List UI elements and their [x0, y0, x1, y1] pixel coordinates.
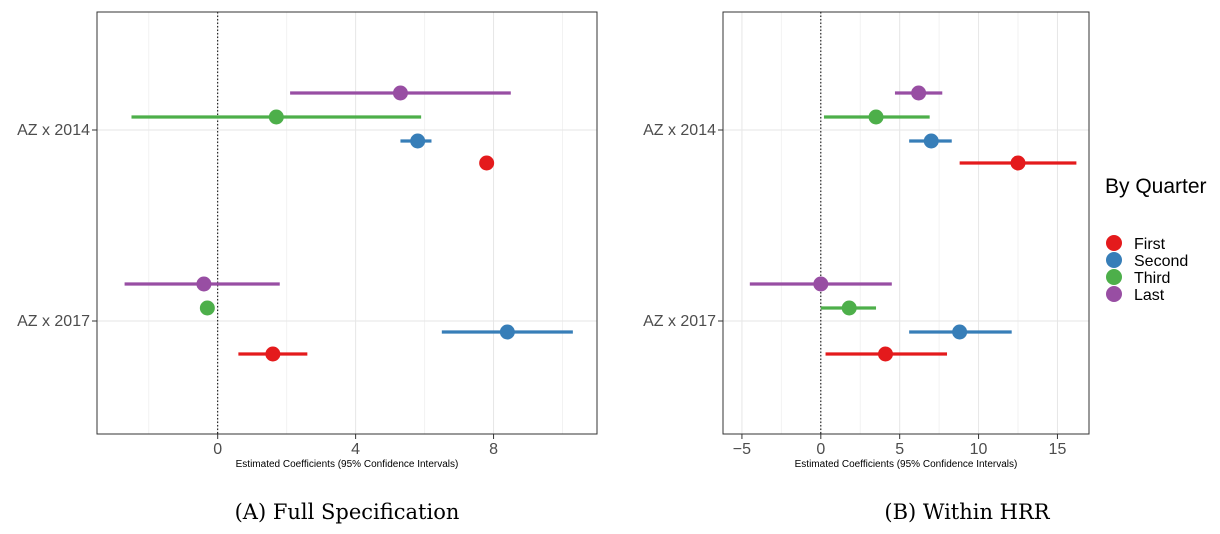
- point-b-last-1: [813, 276, 829, 292]
- point-a-first-0: [479, 155, 495, 171]
- panel-border-b: [722, 11, 1090, 435]
- point-a-third-0: [268, 109, 284, 125]
- legend-swatch-second: [1106, 252, 1122, 268]
- x-tick-label-a-2: 8: [489, 441, 498, 458]
- point-b-first-0: [1010, 155, 1026, 171]
- point-b-first-1: [877, 346, 893, 362]
- x-tick-label-b-0: −5: [733, 441, 751, 458]
- legend-label-last: Last: [1134, 287, 1165, 304]
- point-b-third-1: [841, 300, 857, 316]
- point-b-last-0: [911, 85, 927, 101]
- x-axis-title-a: Estimated Coefficients (95% Confidence I…: [236, 459, 459, 470]
- x-tick-label-a-1: 4: [351, 441, 360, 458]
- legend-swatch-last: [1106, 286, 1122, 302]
- panel-b: −5 0 5 10 15 AZ x 2014 AZ x 2017 Estimated Coef…: [643, 11, 1090, 470]
- legend-title: By Quarter: [1105, 175, 1207, 198]
- x-tick-label-b-4: 15: [1049, 441, 1067, 458]
- x-tick-label-a-0: 0: [213, 441, 222, 458]
- point-a-last-1: [196, 276, 212, 292]
- legend-swatch-first: [1106, 235, 1122, 251]
- legend-label-second: Second: [1134, 253, 1188, 270]
- point-a-first-1: [265, 346, 281, 362]
- point-b-second-1: [952, 324, 968, 340]
- legend: By Quarter First Second Third Last: [1105, 175, 1207, 304]
- x-tick-label-b-2: 5: [895, 441, 904, 458]
- y-tick-label-a-1: AZ x 2017: [17, 313, 90, 330]
- point-b-third-0: [868, 109, 884, 125]
- y-tick-label-b-0: AZ x 2014: [643, 122, 716, 139]
- caption-a: (A) Full Specification: [234, 500, 460, 524]
- caption-b: (B) Within HRR: [884, 500, 1050, 524]
- y-tick-label-b-1: AZ x 2017: [643, 313, 716, 330]
- point-a-third-1: [199, 300, 215, 316]
- point-a-last-0: [392, 85, 408, 101]
- legend-swatch-third: [1106, 269, 1122, 285]
- point-a-second-1: [499, 324, 515, 340]
- panel-a: 0 4 8 AZ x 2014 AZ x 2017 Estimated Coefficie…: [17, 11, 598, 470]
- legend-label-first: First: [1134, 236, 1166, 253]
- x-tick-label-b-1: 0: [816, 441, 825, 458]
- x-axis-title-b: Estimated Coefficients (95% Confidence I…: [795, 459, 1018, 470]
- point-b-second-0: [923, 133, 939, 149]
- x-tick-label-b-3: 10: [970, 441, 988, 458]
- point-a-second-0: [410, 133, 426, 149]
- legend-label-third: Third: [1134, 270, 1170, 287]
- y-tick-label-a-0: AZ x 2014: [17, 122, 90, 139]
- panel-border-a: [96, 11, 598, 435]
